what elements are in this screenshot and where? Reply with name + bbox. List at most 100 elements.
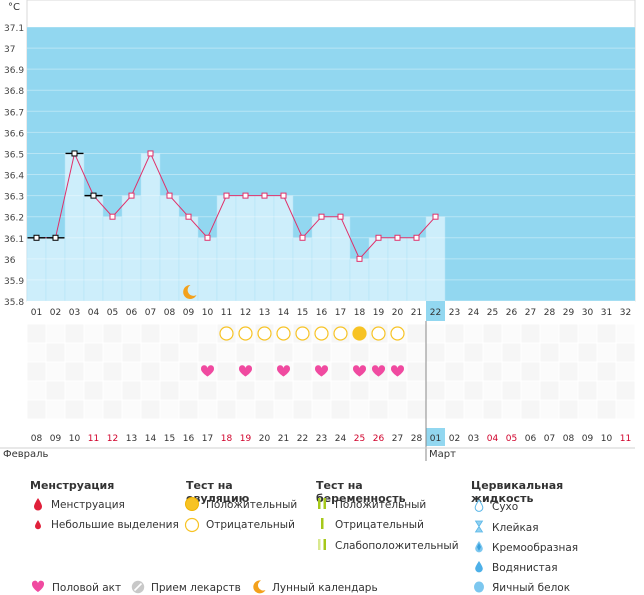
event-cell (140, 323, 161, 344)
cycle-day-label: 09 (183, 308, 195, 318)
event-cell (45, 361, 66, 382)
event-cell (45, 323, 66, 344)
temperature-point (261, 192, 268, 199)
event-cell (254, 361, 275, 382)
month-label: Март (429, 449, 456, 460)
event-cell (577, 342, 598, 363)
event-cell (501, 342, 522, 363)
temperature-point (185, 213, 192, 220)
event-cell (368, 399, 389, 420)
temperature-point (299, 234, 306, 241)
cycle-day-label: 20 (392, 308, 404, 318)
legend-intercourse: Половой акт (52, 582, 122, 594)
calendar-date-label: 13 (126, 434, 137, 444)
event-cell (520, 380, 541, 401)
ovulation-test-marker (371, 326, 386, 341)
event-cell (539, 399, 560, 420)
intercourse-heart-marker (371, 365, 386, 377)
temperature-bar (64, 153, 85, 302)
event-cell (26, 323, 47, 344)
event-cell (406, 399, 427, 420)
event-cell (349, 380, 370, 401)
event-cell (102, 342, 123, 363)
temperature-point (33, 234, 40, 241)
event-cell (121, 399, 142, 420)
cycle-day-label: 01 (31, 308, 42, 318)
cycle-day-label: 03 (69, 308, 80, 318)
cycle-day-label: 23 (449, 308, 460, 318)
pregnancy-positive-icon (318, 498, 326, 509)
calendar-date-label: 02 (449, 434, 460, 444)
event-cell (64, 342, 85, 363)
temperature-bar (197, 237, 218, 302)
ovulation-test-marker (314, 326, 329, 341)
event-cell (159, 399, 180, 420)
legend-menstruation-title: Менструация (30, 479, 115, 492)
event-cell (349, 399, 370, 420)
legend-cervical-egg-white: Яичный белок (492, 582, 571, 594)
cycle-day-label: 15 (297, 308, 308, 318)
event-cell (292, 361, 313, 382)
event-cell (596, 399, 617, 420)
event-cell (387, 399, 408, 420)
month-label: Февраль (3, 449, 49, 460)
event-cell (330, 361, 351, 382)
legend-cervical-dry: Сухо (492, 501, 519, 513)
event-cell (520, 323, 541, 344)
cycle-day-label: 30 (582, 308, 594, 318)
event-cell (216, 380, 237, 401)
pregnancy-negative-icon (321, 518, 324, 529)
event-cell (596, 342, 617, 363)
event-cell (520, 342, 541, 363)
cycle-day-label: 27 (525, 308, 536, 318)
y-tick-label: 36.9 (4, 66, 24, 76)
ovulation-test-marker (390, 326, 405, 341)
event-cell (615, 361, 636, 382)
event-cell (501, 380, 522, 401)
menstruation-drop-icon (34, 498, 42, 511)
legend-pregnancy-title: Тест на беременность (316, 479, 406, 505)
y-tick-label: 36.6 (4, 129, 24, 139)
event-cell (197, 342, 218, 363)
legend-pregnancy-positive: Положительный (335, 499, 427, 511)
event-cell (463, 399, 484, 420)
event-cell (216, 342, 237, 363)
legend-ovulation-negative: Отрицательный (206, 519, 295, 531)
cervical-watery-icon (475, 561, 483, 573)
cycle-day-label: 24 (468, 308, 480, 318)
ovulation-test-marker (238, 326, 253, 341)
calendar-date-label: 01 (430, 434, 441, 444)
cycle-day-label: 26 (506, 308, 518, 318)
calendar-date-label: 15 (164, 434, 175, 444)
event-cell (577, 399, 598, 420)
event-cell (140, 361, 161, 382)
event-cell (64, 361, 85, 382)
event-cell (615, 342, 636, 363)
y-tick-label: 36.3 (4, 193, 24, 203)
event-cell (482, 323, 503, 344)
y-tick-label: 36.1 (4, 235, 24, 245)
event-cell (45, 399, 66, 420)
event-cell (539, 342, 560, 363)
legend-cervical-creamy: Кремообразная (492, 542, 579, 554)
cycle-day-label: 31 (601, 308, 612, 318)
event-cell (292, 399, 313, 420)
event-cell (178, 380, 199, 401)
y-tick-label: 36.5 (4, 150, 24, 160)
event-cell (330, 380, 351, 401)
y-tick-label: 36 (4, 256, 16, 266)
event-cell (444, 323, 465, 344)
calendar-date-label: 14 (145, 434, 157, 444)
event-cell (254, 380, 275, 401)
event-cell (482, 380, 503, 401)
event-cell (121, 380, 142, 401)
event-cell (425, 380, 446, 401)
event-cell (235, 342, 256, 363)
event-cell (425, 361, 446, 382)
event-cell (482, 361, 503, 382)
temperature-bar (368, 237, 389, 302)
event-cell (102, 399, 123, 420)
event-cell (615, 399, 636, 420)
legend-ovulation-positive: Положительный (206, 499, 298, 511)
y-tick-label: 35.8 (4, 298, 24, 308)
